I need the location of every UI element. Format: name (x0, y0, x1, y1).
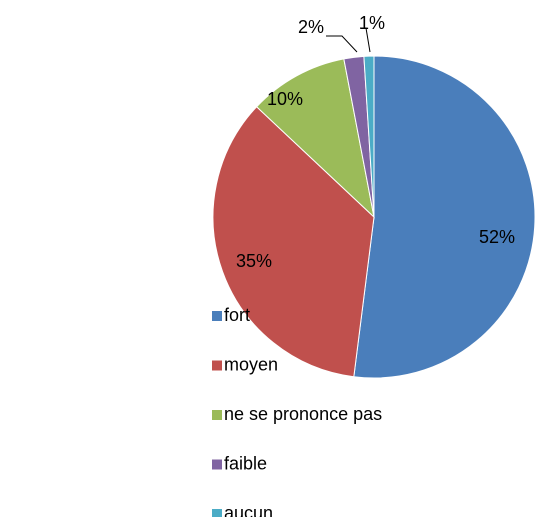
data-label: 1% (359, 13, 385, 33)
data-label: 52% (479, 227, 515, 247)
data-label: 35% (236, 251, 272, 271)
legend-swatch (212, 410, 222, 420)
pie-slice (353, 55, 535, 379)
data-label: 2% (298, 17, 324, 37)
leader-line (326, 35, 358, 53)
data-label: 10% (267, 89, 303, 109)
legend-label: ne se prononce pas (224, 404, 382, 424)
legend-swatch (212, 360, 222, 371)
pie-slice (255, 58, 375, 219)
pie-slice (363, 55, 375, 218)
legend-label: aucun (224, 503, 273, 517)
pie-slice (212, 106, 375, 378)
legend-label: faible (224, 453, 267, 473)
legend-swatch (212, 459, 222, 470)
legend-swatch (212, 509, 222, 517)
legend-label: fort (224, 305, 250, 325)
legend-label: moyen (224, 354, 278, 374)
leader-line (360, 27, 371, 53)
legend-swatch (212, 311, 222, 321)
